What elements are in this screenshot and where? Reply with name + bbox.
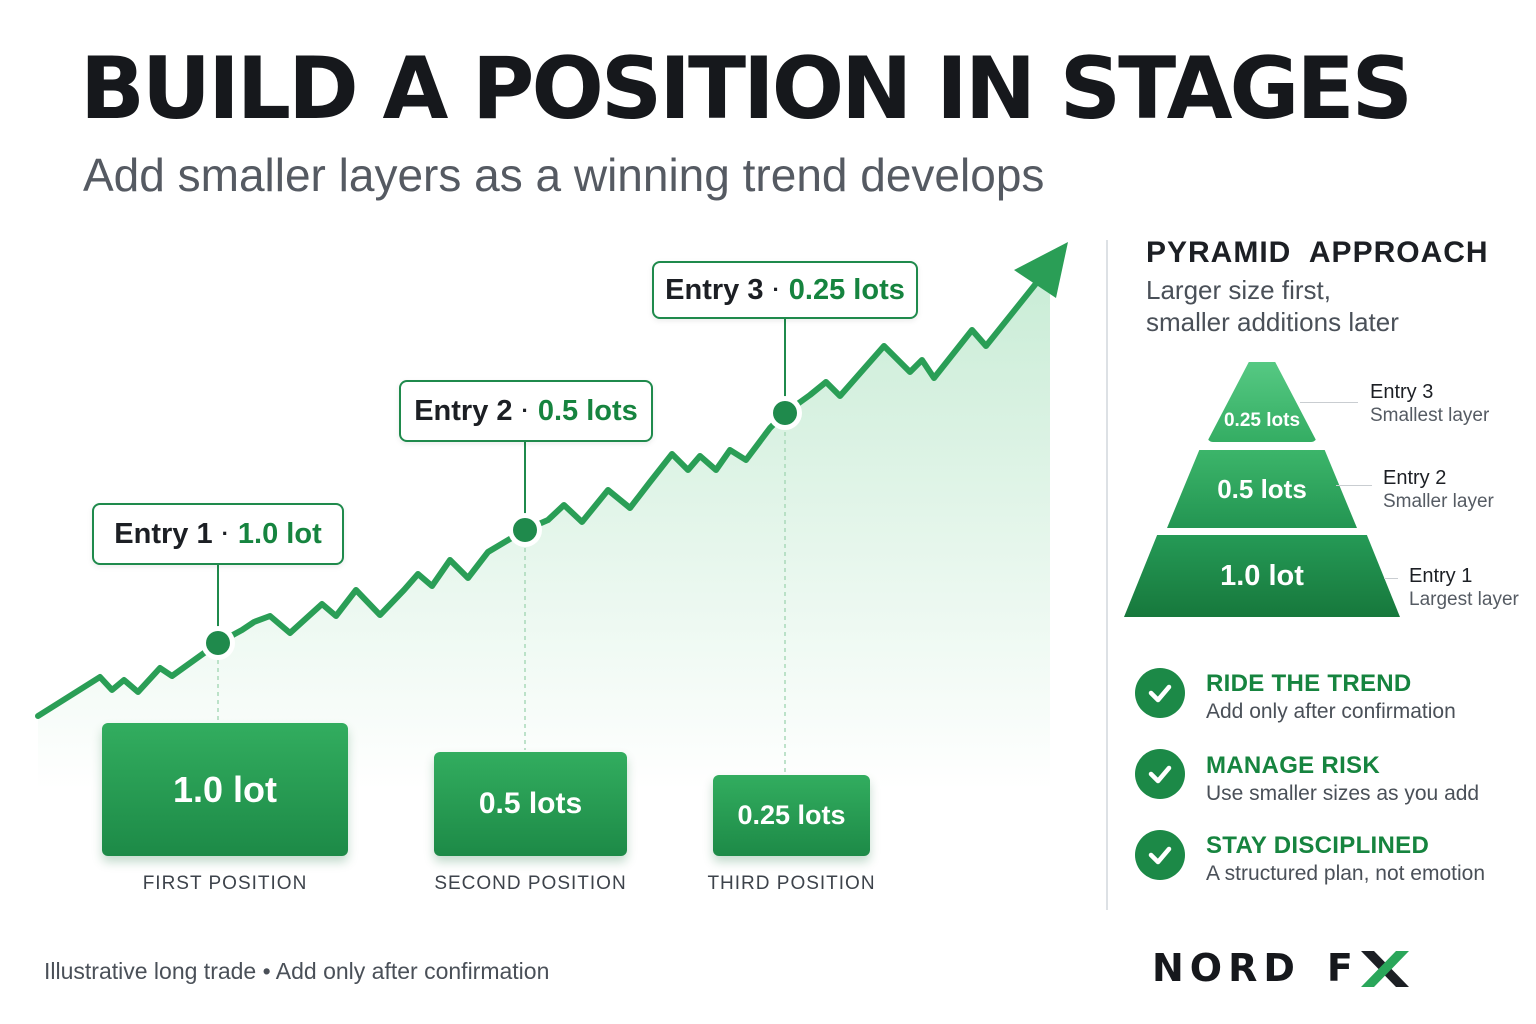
pyramid-top-value: 0.25 lots bbox=[1223, 410, 1301, 431]
check-icon bbox=[1135, 830, 1185, 880]
pyramid-note-entry: Entry 2 bbox=[1383, 467, 1447, 489]
entry-callout-1: Entry 1 · 1.0 lot bbox=[92, 503, 344, 565]
position-label-1: FIRST POSITION bbox=[142, 873, 308, 894]
entry-label: Entry 3 bbox=[665, 273, 764, 306]
separator-dot: · bbox=[221, 521, 229, 546]
panel-title: PYRAMID APPROACH bbox=[1146, 236, 1489, 269]
entry-label: Entry 2 bbox=[414, 394, 513, 427]
check-title-manage-risk: MANAGE RISK bbox=[1206, 752, 1380, 779]
page-title: BUILD A POSITION IN STAGES bbox=[80, 39, 1413, 139]
logo-x-mark bbox=[1360, 951, 1409, 987]
position-label-3: THIRD POSITION bbox=[707, 873, 876, 894]
trend-area bbox=[38, 266, 1050, 790]
entry-callout-2: Entry 2 · 0.5 lots bbox=[399, 380, 653, 442]
pyramid-middle-layer: 0.5 lots bbox=[1167, 450, 1357, 528]
pyramid-leader-1 bbox=[1300, 402, 1358, 403]
footer-note: Illustrative long trade • Add only after… bbox=[44, 958, 550, 984]
pyramid-note-3: Entry 3 Smallest layer bbox=[1370, 380, 1489, 428]
position-box-3: 0.25 lots bbox=[713, 775, 870, 856]
pyramid-note-2: Entry 2 Smaller layer bbox=[1383, 466, 1494, 514]
check-icon bbox=[1135, 668, 1185, 718]
pyramid-note-entry: Entry 3 bbox=[1370, 381, 1434, 403]
entry-lots: 1.0 lot bbox=[237, 517, 322, 550]
entry-marker-1 bbox=[201, 626, 235, 660]
brand-logo: NORD F bbox=[1152, 946, 1409, 990]
entry-lots: 0.5 lots bbox=[537, 394, 638, 427]
entry-lots: 0.25 lots bbox=[788, 273, 905, 306]
separator-dot: · bbox=[521, 398, 529, 423]
check-text-stay-disciplined: A structured plan, not emotion bbox=[1206, 862, 1485, 885]
panel-divider bbox=[1106, 240, 1108, 910]
panel-subtitle: Larger size first, smaller additions lat… bbox=[1146, 274, 1486, 338]
entry-callout-3: Entry 3 · 0.25 lots bbox=[652, 261, 918, 319]
pyramid-leader-3 bbox=[1384, 578, 1398, 579]
check-text-manage-risk: Use smaller sizes as you add bbox=[1206, 782, 1480, 805]
entry-marker-3 bbox=[768, 396, 802, 430]
panel-subtitle-line-2: smaller additions later bbox=[1146, 307, 1399, 337]
check-icon bbox=[1135, 749, 1185, 799]
logo-letter-f: F bbox=[1326, 946, 1359, 990]
pyramid-middle-value: 0.5 lots bbox=[1217, 473, 1307, 504]
trend-arrow-head bbox=[1014, 242, 1068, 298]
separator-dot: · bbox=[772, 277, 780, 302]
panel-subtitle-line-1: Larger size first, bbox=[1146, 275, 1331, 305]
trend-chart bbox=[35, 242, 1068, 790]
pyramid-bottom-value: 1.0 lot bbox=[1220, 559, 1304, 592]
pyramid-note-desc: Largest layer bbox=[1409, 589, 1519, 610]
pyramid-note-desc: Smaller layer bbox=[1383, 491, 1494, 512]
position-box-2: 0.5 lots bbox=[434, 752, 627, 856]
check-text-ride-trend: Add only after confirmation bbox=[1206, 700, 1456, 723]
pyramid-note-1: Entry 1 Largest layer bbox=[1409, 564, 1519, 612]
position-label-2: SECOND POSITION bbox=[434, 873, 627, 894]
entry-label: Entry 1 bbox=[114, 517, 213, 550]
pyramid-note-entry: Entry 1 bbox=[1409, 565, 1473, 587]
pyramid-bottom-layer: 1.0 lot bbox=[1124, 535, 1400, 617]
check-title-ride-trend: RIDE THE TREND bbox=[1206, 670, 1412, 697]
check-title-stay-disciplined: STAY DISCIPLINED bbox=[1206, 832, 1430, 859]
page-subtitle: Add smaller layers as a winning trend de… bbox=[83, 149, 1045, 201]
logo-word-nord: NORD bbox=[1152, 946, 1301, 990]
pyramid-note-desc: Smallest layer bbox=[1370, 405, 1490, 426]
entry-marker-2 bbox=[508, 513, 542, 547]
position-box-1: 1.0 lot bbox=[102, 723, 348, 856]
pyramid-leader-2 bbox=[1336, 485, 1372, 486]
trend-line bbox=[35, 263, 1053, 719]
